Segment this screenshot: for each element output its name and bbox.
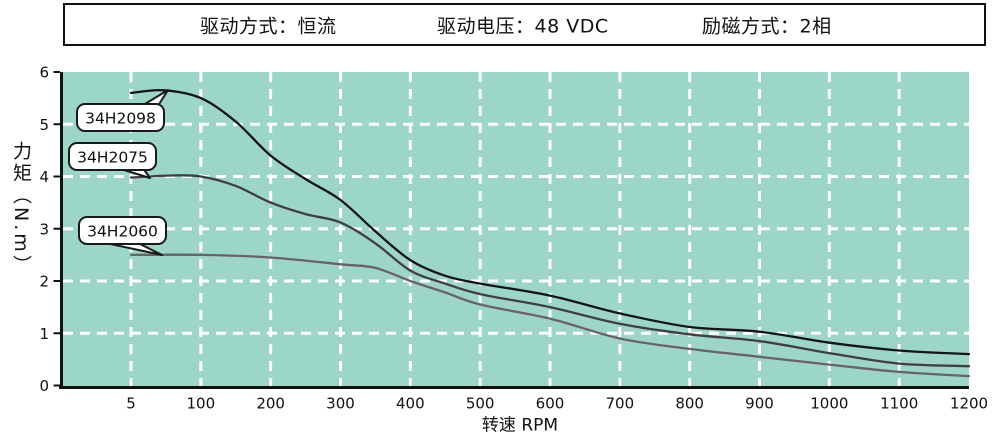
callout-label-34H2098: 34H2098 xyxy=(85,110,156,128)
x-tick-label: 800 xyxy=(675,395,704,413)
x-tick-label: 100 xyxy=(187,395,216,413)
y-tick-label: 2 xyxy=(39,273,49,291)
x-tick-label: 900 xyxy=(745,395,774,413)
drive-spec-header: 驱动方式：恒流 驱动电压：48 VDC 励磁方式：2相 xyxy=(63,3,986,46)
y-tick-label: 4 xyxy=(39,168,49,186)
y-tick-label: 5 xyxy=(39,116,49,134)
header-drive-mode: 驱动方式：恒流 xyxy=(200,15,337,37)
y-tick-label: 6 xyxy=(39,64,49,82)
y-tick-label: 1 xyxy=(39,325,49,343)
header-excitation-mode: 励磁方式：2相 xyxy=(702,15,832,37)
x-tick-label: 5 xyxy=(126,395,136,413)
callout-label-34H2075: 34H2075 xyxy=(77,149,148,167)
x-tick-label: 600 xyxy=(536,395,565,413)
x-tick-label: 200 xyxy=(256,395,285,413)
x-tick-label: 1000 xyxy=(810,395,848,413)
y-tick-label: 0 xyxy=(39,377,49,395)
callout-box-34H2060 xyxy=(78,216,167,245)
x-tick-label: 500 xyxy=(466,395,495,413)
x-axis-title: 转速 RPM xyxy=(482,416,558,433)
torque-speed-chart: 0 1 2 3 4 5 6 5 100 200 300 400 500 600 700 800 900 1000 1… xyxy=(39,64,988,433)
curve-34H2075 xyxy=(129,174,971,368)
x-tick-label: 300 xyxy=(326,395,355,413)
x-tick-label: 700 xyxy=(606,395,635,413)
x-tick-label: 400 xyxy=(396,395,425,413)
x-tick-label: 1100 xyxy=(880,395,918,413)
y-axis-title: 力矩（N.m） xyxy=(10,141,32,277)
callout-box-34H2075 xyxy=(68,142,157,171)
callout-label-34H2060: 34H2060 xyxy=(87,223,158,241)
curve-34H2060 xyxy=(129,253,971,378)
y-tick-label: 3 xyxy=(39,220,49,238)
curve-34H2098 xyxy=(129,88,971,356)
x-tick-label: 1200 xyxy=(950,395,988,413)
header-drive-voltage: 驱动电压：48 VDC xyxy=(437,15,609,37)
callout-box-34H2098 xyxy=(76,103,165,132)
